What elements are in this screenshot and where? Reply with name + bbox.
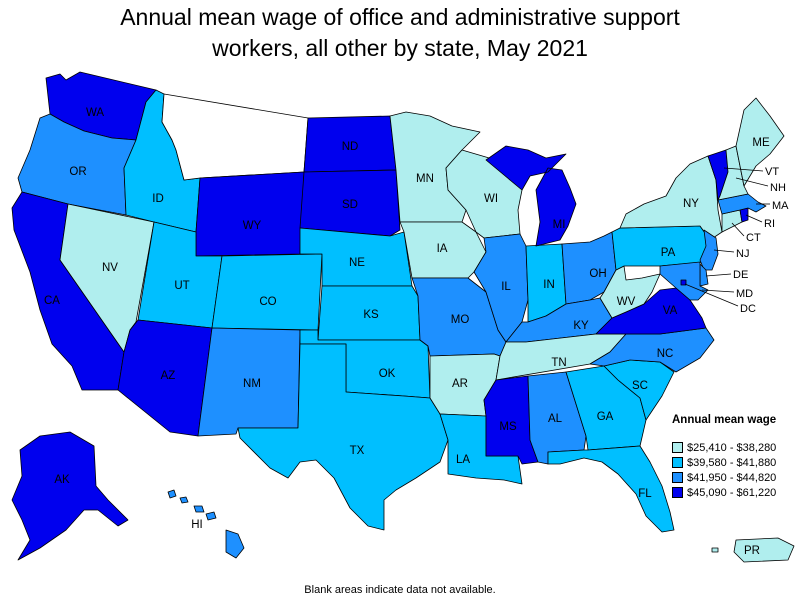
legend-swatch — [672, 457, 683, 468]
legend-label: $39,580 - $41,880 — [687, 456, 777, 469]
label-DC: DC — [740, 303, 756, 315]
label-OH: OH — [589, 268, 606, 280]
label-SC: SC — [632, 380, 648, 392]
legend-swatch — [672, 487, 683, 498]
state-DC[interactable] — [680, 279, 687, 286]
label-ID: ID — [152, 193, 164, 205]
legend-label: $25,410 - $38,280 — [687, 441, 777, 454]
state-PR[interactable] — [711, 537, 795, 563]
label-MI: MI — [553, 219, 566, 231]
label-WA: WA — [86, 107, 104, 119]
footnote: Blank areas indicate data not available. — [304, 584, 496, 596]
label-MA: MA — [772, 200, 789, 212]
legend-item: $25,410 - $38,280 — [672, 440, 800, 455]
label-CT: CT — [746, 232, 761, 244]
state-NJ[interactable] — [699, 229, 719, 271]
label-IA: IA — [437, 243, 448, 255]
label-ME: ME — [752, 137, 770, 149]
label-KS: KS — [363, 309, 379, 321]
state-FL[interactable] — [547, 445, 675, 533]
label-MS: MS — [499, 421, 517, 433]
state-ME[interactable] — [735, 97, 785, 187]
label-AR: AR — [452, 378, 468, 390]
state-SD[interactable] — [299, 169, 401, 237]
state-CO[interactable] — [211, 253, 323, 331]
label-OK: OK — [379, 368, 396, 380]
label-WV: WV — [617, 296, 636, 308]
label-AK: AK — [54, 474, 70, 486]
label-MD: MD — [736, 288, 753, 300]
label-NJ: NJ — [736, 248, 749, 260]
label-FL: FL — [638, 488, 652, 500]
legend-item: $41,950 - $44,820 — [672, 470, 800, 485]
state-MT[interactable] — [161, 93, 309, 181]
label-PA: PA — [661, 247, 676, 259]
label-OR: OR — [69, 166, 86, 178]
state-HI[interactable] — [167, 489, 245, 559]
label-TX: TX — [350, 445, 365, 457]
state-MA[interactable] — [717, 193, 767, 215]
label-HI: HI — [191, 519, 203, 531]
label-PR: PR — [744, 545, 760, 557]
legend-item: $45,090 - $61,220 — [672, 485, 800, 500]
label-LA: LA — [456, 454, 470, 466]
label-WI: WI — [484, 193, 498, 205]
label-SD: SD — [342, 199, 358, 211]
label-WY: WY — [243, 220, 262, 232]
label-NM: NM — [243, 378, 261, 390]
label-KY: KY — [573, 320, 589, 332]
label-VA: VA — [663, 305, 678, 317]
label-IN: IN — [543, 279, 555, 291]
state-AK[interactable] — [11, 431, 129, 561]
label-AZ: AZ — [161, 370, 176, 382]
label-IL: IL — [501, 281, 511, 293]
legend: Annual mean wage $25,410 - $38,280 $39,5… — [672, 414, 800, 500]
legend-title: Annual mean wage — [672, 414, 777, 426]
label-NY: NY — [683, 198, 699, 210]
label-RI: RI — [764, 218, 775, 230]
label-CO: CO — [259, 296, 276, 308]
legend-label: $41,950 - $44,820 — [687, 471, 777, 484]
label-NH: NH — [770, 182, 786, 194]
map-title: Annual mean wage of office and administr… — [0, 2, 800, 64]
label-NV: NV — [102, 262, 118, 274]
label-NE: NE — [349, 257, 365, 269]
label-TN: TN — [551, 357, 566, 369]
label-DE: DE — [733, 269, 748, 281]
state-WY[interactable] — [195, 171, 305, 257]
legend-swatch — [672, 472, 683, 483]
label-VT: VT — [765, 166, 779, 178]
legend-item: $39,580 - $41,880 — [672, 455, 800, 470]
legend-swatch — [672, 442, 683, 453]
label-MO: MO — [451, 314, 470, 326]
label-NC: NC — [657, 348, 674, 360]
label-ND: ND — [342, 141, 359, 153]
state-MI[interactable] — [485, 145, 577, 247]
label-MN: MN — [416, 173, 434, 185]
legend-label: $45,090 - $61,220 — [687, 486, 777, 499]
label-GA: GA — [597, 411, 614, 423]
label-AL: AL — [548, 413, 563, 425]
label-CA: CA — [44, 295, 60, 307]
state-TX[interactable] — [237, 343, 449, 531]
label-UT: UT — [174, 280, 189, 292]
title-line-1: Annual mean wage of office and administr… — [120, 4, 680, 30]
title-line-2: workers, all other by state, May 2021 — [212, 35, 588, 61]
